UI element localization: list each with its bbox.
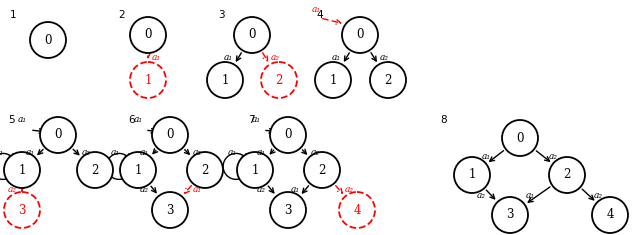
- Circle shape: [4, 152, 40, 188]
- Circle shape: [120, 152, 156, 188]
- Circle shape: [4, 192, 40, 228]
- Text: 2: 2: [275, 74, 283, 86]
- Text: 1: 1: [468, 168, 476, 181]
- Circle shape: [270, 117, 306, 153]
- Text: 2: 2: [563, 168, 571, 181]
- Circle shape: [237, 152, 273, 188]
- Circle shape: [592, 197, 628, 233]
- Circle shape: [152, 192, 188, 228]
- Text: a₁: a₁: [252, 115, 260, 125]
- Circle shape: [549, 157, 585, 193]
- Text: 2: 2: [92, 164, 99, 176]
- Text: a₁: a₁: [312, 5, 321, 15]
- Circle shape: [370, 62, 406, 98]
- Text: 8: 8: [440, 115, 447, 125]
- Text: 2: 2: [118, 10, 125, 20]
- Circle shape: [339, 192, 375, 228]
- Text: a₁: a₁: [332, 53, 341, 62]
- Text: a₂: a₂: [549, 152, 558, 161]
- Circle shape: [40, 117, 76, 153]
- Text: a₂: a₂: [310, 148, 319, 157]
- Text: a₂: a₂: [82, 148, 91, 157]
- Text: 3: 3: [166, 204, 173, 216]
- Text: a₁: a₁: [291, 185, 300, 195]
- Text: a₂: a₂: [8, 185, 17, 195]
- Text: 1: 1: [221, 74, 228, 86]
- Text: 3: 3: [284, 204, 292, 216]
- Text: a₁: a₁: [111, 148, 120, 157]
- Text: 3: 3: [506, 208, 514, 222]
- Text: 0: 0: [248, 28, 256, 42]
- Text: a₂: a₂: [345, 185, 354, 195]
- Text: a₁: a₁: [134, 115, 143, 125]
- Circle shape: [187, 152, 223, 188]
- Circle shape: [304, 152, 340, 188]
- Circle shape: [454, 157, 490, 193]
- Circle shape: [492, 197, 528, 233]
- Text: 1: 1: [10, 10, 17, 20]
- Text: 7: 7: [248, 115, 255, 125]
- Text: 2: 2: [384, 74, 392, 86]
- Circle shape: [207, 62, 243, 98]
- Circle shape: [130, 62, 166, 98]
- Text: 5: 5: [8, 115, 15, 125]
- Circle shape: [234, 17, 270, 53]
- Text: 1: 1: [144, 74, 152, 86]
- Text: 0: 0: [284, 129, 292, 141]
- Text: a₁: a₁: [26, 148, 35, 157]
- Text: a₁: a₁: [0, 148, 4, 157]
- Circle shape: [315, 62, 351, 98]
- Circle shape: [261, 62, 297, 98]
- Circle shape: [30, 22, 66, 58]
- Text: a₁: a₁: [17, 115, 26, 125]
- Text: a₁: a₁: [152, 53, 161, 62]
- Circle shape: [152, 117, 188, 153]
- Text: 1: 1: [252, 164, 259, 176]
- Text: 2: 2: [318, 164, 326, 176]
- Text: a₂: a₂: [140, 185, 148, 195]
- Text: 4: 4: [353, 204, 361, 216]
- Text: a₂: a₂: [380, 53, 388, 62]
- Text: 0: 0: [356, 28, 364, 42]
- Text: a₁: a₁: [481, 152, 490, 161]
- Text: 0: 0: [166, 129, 173, 141]
- Text: a₂: a₂: [193, 148, 202, 157]
- Text: a₂: a₂: [477, 191, 486, 200]
- Text: 3: 3: [19, 204, 26, 216]
- Text: 4: 4: [606, 208, 614, 222]
- Text: 4: 4: [316, 10, 323, 20]
- Text: 6: 6: [128, 115, 134, 125]
- Circle shape: [270, 192, 306, 228]
- Text: a₂: a₂: [257, 185, 266, 195]
- Text: 0: 0: [44, 34, 52, 47]
- Text: a₁: a₁: [526, 191, 535, 200]
- Text: 0: 0: [516, 132, 524, 145]
- Text: a₁: a₁: [224, 53, 233, 62]
- Circle shape: [502, 120, 538, 156]
- Text: a₁: a₁: [228, 148, 237, 157]
- Text: a₂: a₂: [594, 191, 603, 200]
- Text: a₁: a₁: [193, 185, 202, 195]
- Text: 1: 1: [19, 164, 26, 176]
- Text: 1: 1: [330, 74, 337, 86]
- Text: a₁: a₁: [257, 148, 266, 157]
- Text: 1: 1: [134, 164, 141, 176]
- Circle shape: [342, 17, 378, 53]
- Circle shape: [77, 152, 113, 188]
- Text: 0: 0: [54, 129, 61, 141]
- Text: 3: 3: [218, 10, 225, 20]
- Text: a₂: a₂: [271, 53, 280, 62]
- Text: a₁: a₁: [140, 148, 148, 157]
- Text: 0: 0: [144, 28, 152, 42]
- Circle shape: [130, 17, 166, 53]
- Text: 2: 2: [202, 164, 209, 176]
